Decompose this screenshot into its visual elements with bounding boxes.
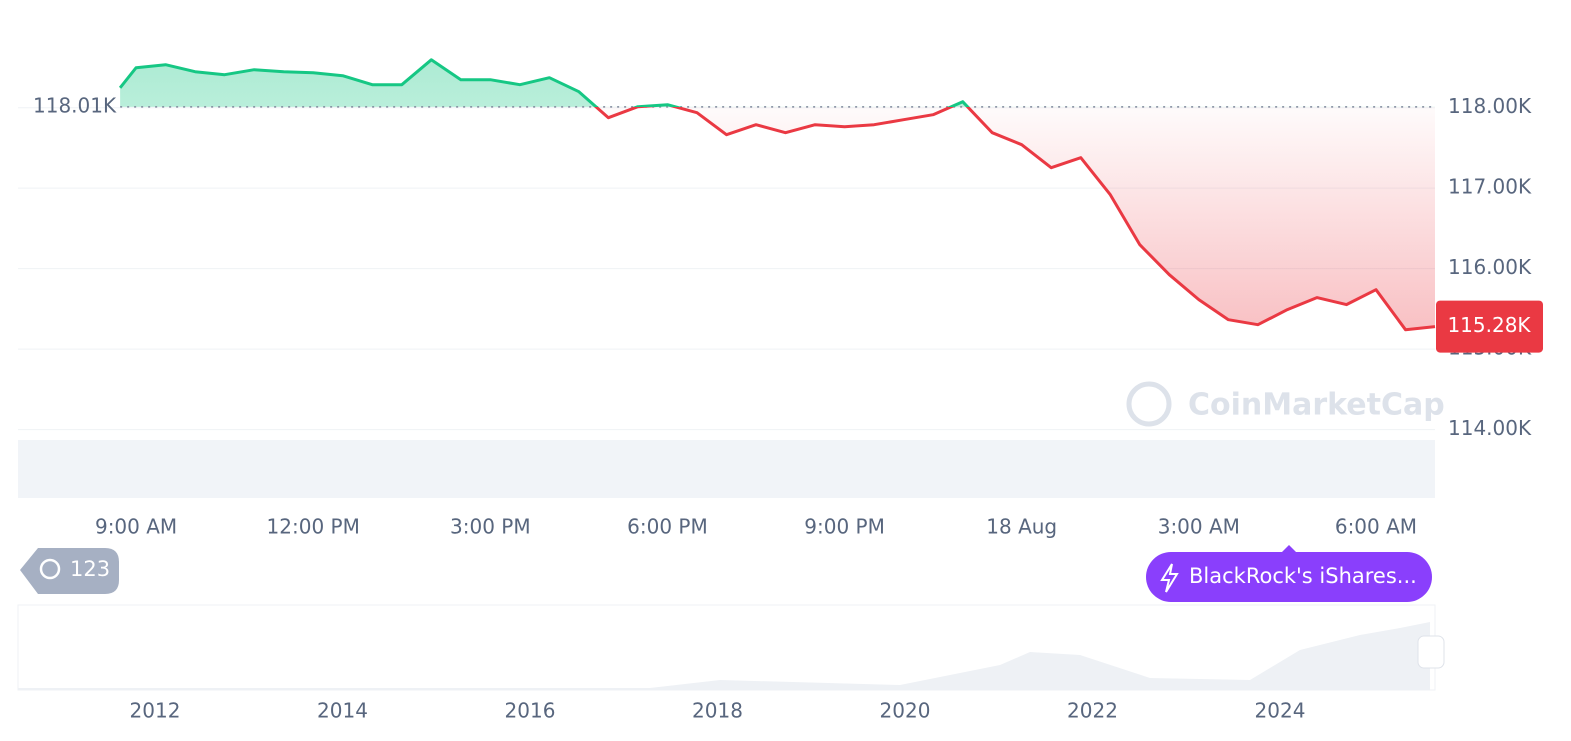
x-tick-label: 9:00 AM xyxy=(95,515,177,539)
news-badge[interactable]: BlackRock's iShares... xyxy=(1146,545,1432,602)
last-price-badge xyxy=(1436,300,1543,353)
navigator-label: 2018 xyxy=(692,699,743,723)
price-line xyxy=(118,58,1436,332)
navigator-label: 2016 xyxy=(505,699,556,723)
history-count: 123 xyxy=(70,557,110,581)
y-tick-label: 114.00K xyxy=(1448,416,1532,440)
x-tick-label: 6:00 PM xyxy=(627,515,708,539)
y-tick-label: 118.00K xyxy=(1448,94,1532,118)
navigator-label: 2012 xyxy=(130,699,181,723)
watermark-logo xyxy=(1126,381,1172,427)
news-text: BlackRock's iShares... xyxy=(1189,564,1417,588)
x-tick-label: 6:00 AM xyxy=(1335,515,1417,539)
navigator xyxy=(17,604,1436,691)
last-price-label: 115.28K xyxy=(1447,313,1531,337)
baseline-label: 118.01K xyxy=(33,93,117,117)
navigator-label: 2024 xyxy=(1255,699,1306,723)
navigator-label: 2020 xyxy=(880,699,931,723)
x-tick-label: 12:00 PM xyxy=(267,515,360,539)
x-tick-label: 3:00 PM xyxy=(450,515,531,539)
y-tick-label: 117.00K xyxy=(1448,175,1532,199)
watermark: CoinMarketCap xyxy=(1188,388,1445,423)
area xyxy=(120,59,1436,330)
navigator-area xyxy=(18,622,1430,690)
x-tick-label: 18 Aug xyxy=(986,515,1057,539)
x-tick-label: 3:00 AM xyxy=(1158,515,1240,539)
y-tick-label: 116.00K xyxy=(1448,255,1532,279)
volume-bars xyxy=(18,440,1435,498)
navigator-handle[interactable] xyxy=(1417,635,1445,669)
history-badge[interactable]: 123 xyxy=(20,548,119,594)
x-tick-label: 9:00 PM xyxy=(804,515,885,539)
navigator-label: 2014 xyxy=(317,699,368,723)
navigator-label: 2022 xyxy=(1067,699,1118,723)
